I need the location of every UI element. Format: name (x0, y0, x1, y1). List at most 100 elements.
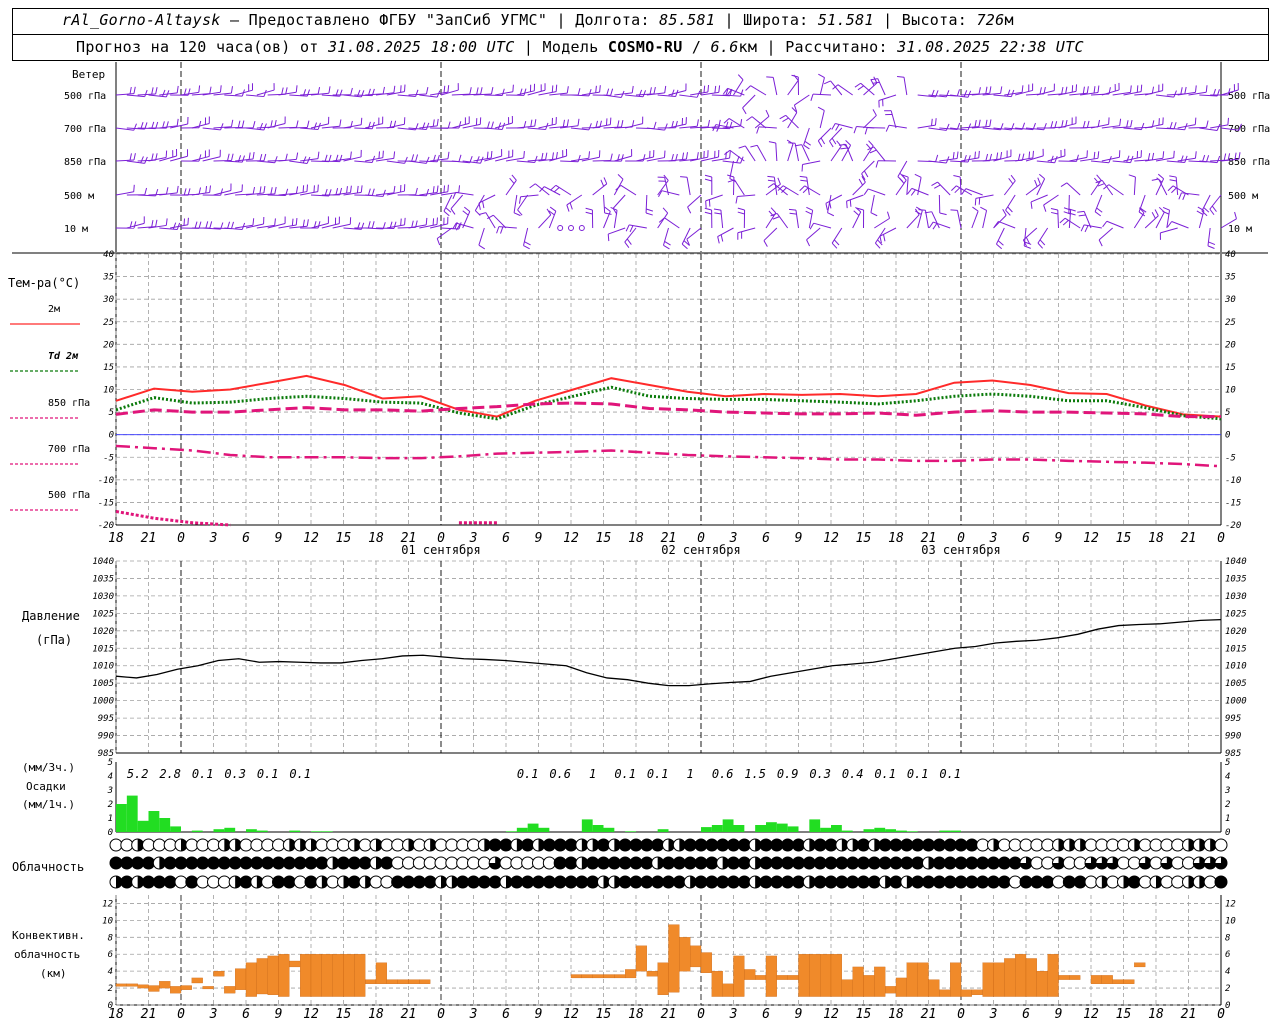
wind-barb-shaft (289, 191, 308, 196)
conv-x-tick-label: 21 (401, 1007, 417, 1022)
wind-barb-feather (144, 187, 148, 195)
cloud-symbol (1084, 838, 1098, 852)
y-tick-label-left: 30 (102, 295, 114, 305)
wind-barb-feather (788, 208, 797, 211)
wind-barb-feather (371, 221, 375, 229)
wind-barb-feather (737, 211, 745, 215)
cloud-symbol (651, 875, 665, 889)
wind-barb-feather (350, 185, 352, 193)
cloud-fill-full (250, 857, 263, 869)
wind-barb-feather (772, 216, 780, 220)
conv-title-1: Конвективн. (12, 929, 85, 942)
wind-barb-feather (1227, 117, 1229, 125)
wind-barb-feather (707, 84, 710, 93)
wind-barb-feather (768, 141, 776, 144)
conv-bar (668, 924, 680, 993)
wind-barb-feather (978, 197, 981, 205)
cloud-symbol (737, 875, 751, 889)
wind-barb-feather (436, 118, 439, 126)
cloud-symbol (1030, 838, 1044, 852)
wind-barb-shaft (397, 94, 416, 97)
cloud-fill-half (1188, 876, 1195, 888)
precip-bar (256, 830, 268, 832)
wind-barb-feather (595, 85, 597, 93)
wind-level-label-right: 850 гПа (1228, 157, 1270, 168)
cloud-symbol (1030, 875, 1044, 889)
y-tick-label-right: 1040 (1225, 557, 1247, 567)
cloud-symbol (467, 875, 480, 889)
wind-barb-feather (469, 87, 472, 95)
cloud-symbol (347, 875, 361, 889)
conv-bar (354, 954, 366, 997)
wind-barb-shaft (1201, 194, 1211, 212)
precip-bar (766, 822, 777, 832)
cloud-fill-full (196, 857, 209, 869)
wind-barb-feather (599, 85, 601, 93)
wind-barb-shaft (592, 183, 608, 196)
precip-3h-label: 0.1 (939, 767, 961, 781)
wind-barb-feather (845, 140, 851, 146)
cloud-symbol (337, 875, 350, 889)
cloud-symbol (434, 875, 448, 889)
cloud-symbol (878, 838, 892, 852)
wind-barb-feather (705, 200, 707, 208)
cloud-symbol (456, 856, 470, 870)
wind-barb-shaft (365, 123, 383, 129)
wind-barb-feather (799, 175, 807, 178)
cloud-symbol (813, 856, 827, 870)
wind-barb-shaft (744, 145, 756, 162)
wind-barb-feather (1007, 89, 1011, 97)
wind-barb-shaft (629, 224, 647, 229)
wind-barb-shaft (1101, 180, 1114, 196)
wind-barb-shaft (860, 82, 875, 96)
wind-barb-feather (857, 85, 864, 91)
wind-barb-feather (595, 120, 598, 128)
cloud-symbol (391, 838, 405, 852)
x-tick-label: 18 (1148, 531, 1164, 546)
wind-barb-feather (161, 89, 166, 97)
precip-bar (733, 825, 745, 832)
cloud-symbol (402, 856, 415, 870)
wind-barb-shaft (1145, 123, 1163, 129)
x-tick-label: 9 (1055, 531, 1063, 546)
cloud-symbol (282, 875, 296, 889)
wind-barb-shaft (430, 223, 448, 229)
wind-barb-feather (972, 206, 979, 212)
cloud-symbol (477, 856, 491, 870)
cloud-symbol (716, 838, 730, 852)
x-tick-label: 3 (209, 531, 218, 546)
wind-barb-feather (1129, 85, 1132, 93)
cloud-symbol (1052, 856, 1065, 870)
cloud-fill-half (441, 876, 447, 888)
wind-barb-feather (328, 154, 332, 162)
conv-bar (971, 989, 983, 995)
wind-barb-feather (910, 189, 916, 196)
cloud-symbol (488, 856, 502, 870)
wind-barb-feather (793, 104, 798, 112)
cloud-fill-half (1134, 839, 1141, 851)
cloud-fill-full (359, 857, 372, 869)
cloud-symbol (402, 838, 415, 852)
wind-barb-feather (548, 210, 555, 216)
wind-barb-feather (931, 181, 938, 186)
wind-barb-feather (800, 179, 808, 182)
wind-barb-shaft (386, 190, 405, 196)
wind-barb-shaft (1108, 184, 1124, 196)
temp-title: Тем-ра(°C) (8, 276, 80, 290)
wind-barb-feather (901, 174, 909, 178)
cloud-symbol (857, 856, 870, 870)
y-tick-label-right: 5 (1225, 408, 1230, 418)
wind-barb-feather (404, 156, 408, 164)
cloud-symbol (900, 838, 914, 852)
cloud-fill-full (391, 876, 404, 888)
conv-x-tick-label: 12 (303, 1007, 319, 1022)
cloud-symbol (1127, 875, 1141, 889)
cloud-symbol (131, 875, 145, 889)
cloud-fill-full (825, 839, 837, 851)
wind-barb-feather (831, 242, 838, 249)
wind-barb-shaft (126, 222, 145, 229)
wind-barb-feather (1136, 85, 1139, 93)
x-tick-label: 18 (888, 531, 904, 546)
wind-barb-feather (569, 202, 573, 210)
wind-barb-feather (809, 222, 815, 230)
